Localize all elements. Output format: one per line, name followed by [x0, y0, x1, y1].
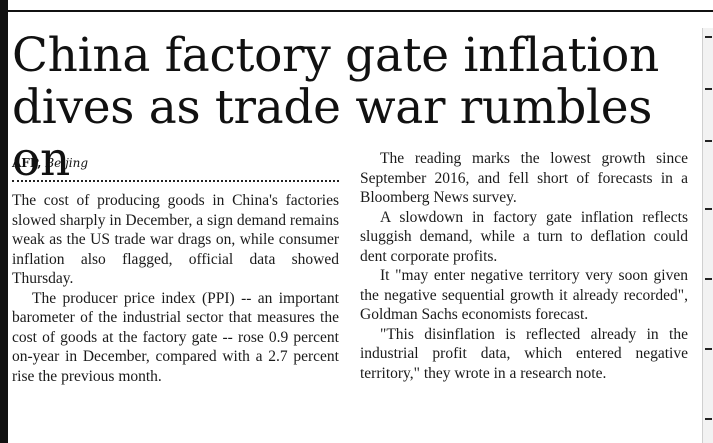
- article-column-right: The reading marks the lowest growth sinc…: [360, 149, 688, 383]
- paragraph: The producer price index (PPI) -- an imp…: [12, 289, 339, 385]
- edge-mark: [705, 208, 712, 210]
- byline: AFP, Beijing: [12, 156, 88, 170]
- paragraph: The reading marks the lowest growth sinc…: [360, 150, 688, 206]
- headline-line-2: dives as trade war rumbles on: [12, 80, 653, 187]
- edge-mark: [705, 348, 712, 350]
- adjacent-page-edge: [702, 28, 713, 443]
- byline-city: Beijing: [45, 156, 89, 170]
- byline-agency: AFP,: [12, 156, 42, 170]
- edge-mark: [705, 418, 712, 420]
- page-edge-bar: [0, 0, 8, 443]
- article-column-left: The cost of producing goods in China's f…: [12, 191, 339, 386]
- paragraph: It "may enter negative territory very so…: [360, 267, 688, 323]
- edge-mark: [705, 88, 712, 90]
- paragraph: A slowdown in factory gate inflation ref…: [360, 208, 688, 265]
- edge-mark: [705, 278, 712, 280]
- paragraph: "This disinflation is reflected already …: [360, 325, 688, 382]
- top-rule: [0, 0, 713, 12]
- paragraph: The cost of producing goods in China's f…: [12, 192, 339, 287]
- edge-mark: [705, 36, 712, 38]
- article-headline: China factory gate inflation dives as tr…: [12, 30, 702, 186]
- headline-line-1: China factory gate inflation: [12, 28, 659, 83]
- edge-mark: [705, 140, 712, 142]
- byline-divider: [12, 180, 339, 182]
